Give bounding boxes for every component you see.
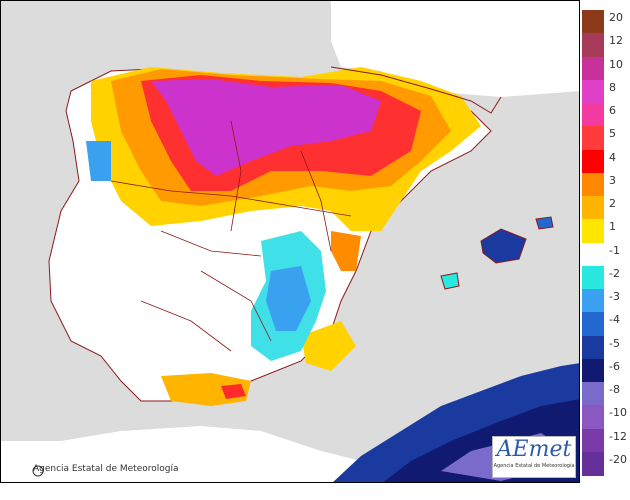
- menorca: [535, 216, 554, 230]
- legend-swatch: [582, 289, 604, 313]
- warm-core-magenta: [151, 79, 381, 176]
- france-land: [331, 1, 579, 97]
- central-cold-blue: [266, 266, 311, 331]
- legend-swatch: [582, 405, 604, 430]
- south-red-patch: [221, 384, 246, 399]
- logo-subtitle: Agencia Estatal de Meteorología: [493, 463, 575, 469]
- legend-swatch: [582, 335, 604, 360]
- map-svg: [1, 1, 579, 482]
- legend-label: 20: [609, 11, 623, 24]
- logo-brand: AEmet: [496, 437, 572, 462]
- legend-swatch: [582, 382, 604, 406]
- legend-swatch: [582, 242, 604, 267]
- legend-label: 5: [609, 127, 616, 141]
- legend-swatch: [582, 428, 604, 453]
- northwest-cold-patch: [86, 141, 111, 181]
- legend-label: -20: [609, 452, 627, 466]
- legend-label: -10: [609, 406, 627, 420]
- legend-swatch: [582, 79, 604, 104]
- legend-label: -6: [609, 359, 620, 373]
- province-borders: [110, 120, 352, 352]
- southeast-yellow-patch: [301, 321, 356, 371]
- copyright-text: Agencia Estatal de Meteorología: [33, 464, 179, 474]
- ibiza: [440, 272, 460, 290]
- legend-label: -3: [609, 290, 620, 303]
- copyright-icon: [32, 465, 44, 477]
- legend-label: 6: [609, 104, 616, 117]
- legend-label: -4: [609, 313, 620, 327]
- legend-swatch: [582, 172, 604, 197]
- africa-land: [1, 426, 427, 482]
- anomaly-map: [0, 0, 580, 483]
- legend-label: -12: [609, 429, 627, 443]
- legend-label: 8: [609, 80, 616, 94]
- legend-swatch: [582, 103, 604, 127]
- legend-label: 3: [609, 173, 616, 187]
- legend-label: -5: [609, 336, 620, 350]
- legend-swatch: [582, 126, 604, 151]
- legend-swatch: [582, 196, 604, 220]
- legend-swatch: [582, 312, 604, 337]
- legend-label: 2: [609, 197, 616, 210]
- legend-label: -1: [609, 243, 620, 257]
- legend-label: -8: [609, 383, 620, 396]
- color-legend: 20 12 10 8 6 5 4 3 2 1 -1 -2 -3 -4 -5 -6 -8 -10 -12 -20: [582, 10, 630, 476]
- legend-swatch: [582, 149, 604, 174]
- legend-swatch: [582, 358, 604, 383]
- legend-swatch: [582, 56, 604, 81]
- france-border: [330, 66, 502, 114]
- legend-swatch: [582, 451, 604, 476]
- legend-label: 1: [609, 220, 616, 234]
- legend-label: 12: [609, 34, 623, 48]
- legend-swatch: [582, 265, 604, 290]
- legend-label: 4: [609, 150, 616, 164]
- legend-swatch: [582, 219, 604, 244]
- east-warm-patch: [331, 231, 361, 271]
- legend-label: 10: [609, 57, 623, 71]
- aemet-logo: AEmet Agencia Estatal de Meteorología: [492, 436, 576, 478]
- legend-swatch: [582, 33, 604, 58]
- legend-label: -2: [609, 266, 620, 280]
- mallorca: [480, 228, 527, 264]
- legend-swatch: [582, 10, 604, 34]
